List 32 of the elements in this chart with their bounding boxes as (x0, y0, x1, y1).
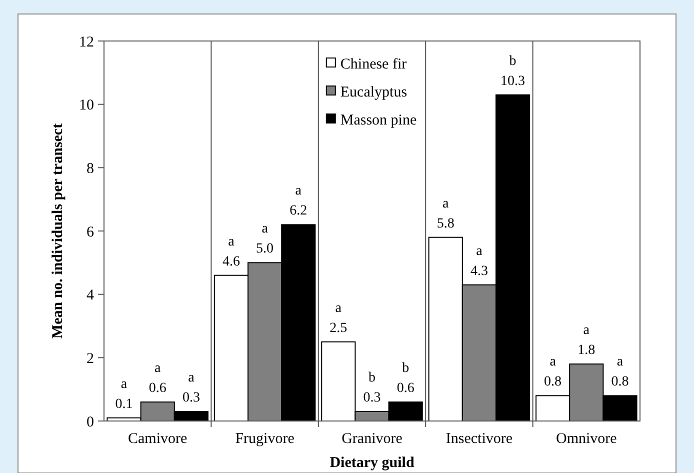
data-label: a 4.3 (470, 244, 488, 279)
data-label: a 1.8 (578, 323, 596, 358)
x-tick-label: Granivore (342, 431, 403, 447)
data-label: a 2.5 (330, 300, 348, 336)
data-label: a 0.3 (182, 370, 200, 406)
data-label: b 0.3 (363, 370, 381, 406)
y-tick-label: 2 (86, 350, 94, 367)
y-axis-title: Mean no. individuals per transect (50, 123, 66, 339)
y-tick-label: 6 (86, 224, 94, 240)
legend-label: Masson pine (340, 112, 417, 128)
x-axis-title: Dietary guild (330, 455, 415, 471)
y-tick-label: 4 (86, 288, 94, 304)
y-tick-label: 0 (86, 414, 94, 430)
legend-label: Chinese fir (340, 56, 407, 72)
y-tick-label: 10 (79, 98, 94, 114)
data-label: b 10.3 (500, 54, 526, 89)
y-tick-label: 8 (86, 160, 94, 177)
data-label: a 6.2 (290, 184, 308, 219)
data-label: a 4.6 (222, 234, 240, 270)
data-label: b 0.6 (396, 361, 414, 396)
data-label: a 5.0 (256, 222, 274, 257)
x-tick-label: Frugivore (235, 431, 295, 447)
data-label: a 0.8 (611, 354, 629, 390)
data-label: a 5.8 (436, 196, 454, 232)
data-label: a 0.8 (544, 354, 562, 390)
data-label: a 0.1 (115, 376, 133, 412)
legend-label: Eucalyptus (340, 84, 408, 100)
y-tick-label: 12 (79, 34, 94, 50)
data-label: a 0.6 (148, 361, 166, 396)
x-tick-label: Camivore (128, 431, 188, 447)
x-tick-label: Insectivore (446, 431, 513, 447)
x-tick-label: Omnivore (556, 431, 618, 447)
